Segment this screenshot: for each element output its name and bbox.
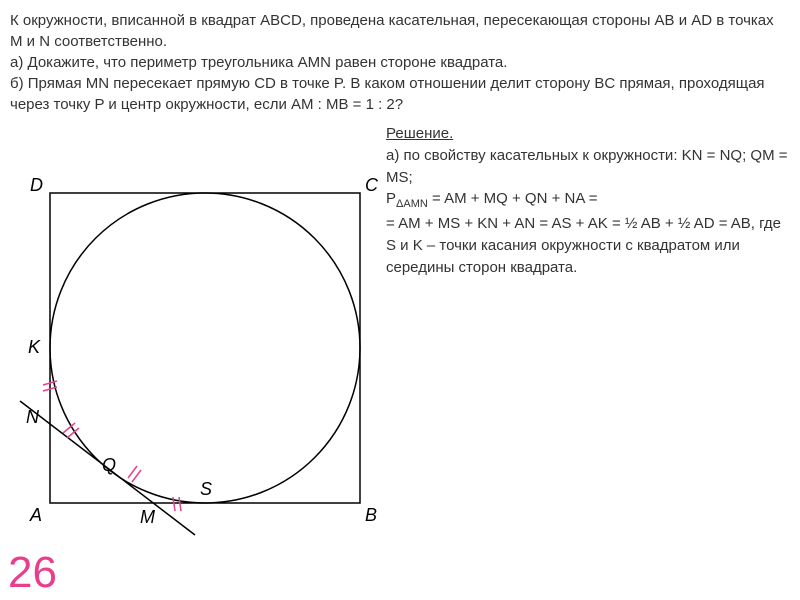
geometry-diagram: D C A B K N Q S M	[10, 123, 380, 543]
problem-number: 26	[8, 548, 57, 598]
label-K: K	[28, 337, 41, 357]
label-Q: Q	[102, 455, 116, 475]
label-D: D	[30, 175, 43, 195]
problem-line3: б) Прямая MN пересекает прямую CD в точк…	[10, 75, 765, 113]
solution-line2b: = AM + MQ + QN + NA =	[428, 190, 598, 207]
solution-line1: а) по свойству касательных к окружности:…	[386, 147, 788, 186]
label-N: N	[26, 407, 40, 427]
label-A: A	[29, 505, 42, 525]
label-B: B	[365, 505, 377, 525]
solution-line3: = AM + MS + KN + AN = AS + AK = ½ AB + ½…	[386, 215, 781, 276]
label-S: S	[200, 479, 212, 499]
label-M: M	[140, 507, 155, 527]
solution-text: Решение. а) по свойству касательных к ок…	[380, 123, 790, 278]
problem-line1: К окружности, вписанной в квадрат ABCD, …	[10, 12, 774, 50]
label-C: C	[365, 175, 379, 195]
problem-line2: а) Докажите, что периметр треугольника A…	[10, 54, 507, 71]
solution-line2-sub: ΔAMN	[396, 198, 428, 210]
problem-text: К окружности, вписанной в квадрат ABCD, …	[10, 10, 790, 115]
solution-line2a: P	[386, 190, 396, 207]
solution-header: Решение.	[386, 125, 453, 142]
